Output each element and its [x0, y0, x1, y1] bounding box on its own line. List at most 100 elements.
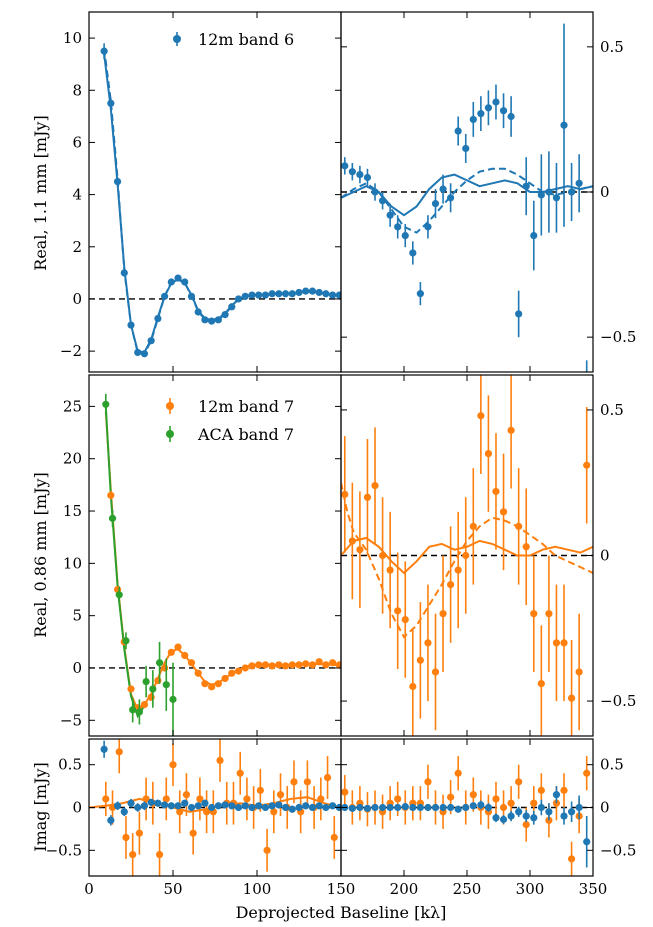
data-point	[142, 677, 150, 686]
data-point	[371, 803, 379, 812]
data-point	[161, 664, 169, 672]
legend-band6: 12m band 6	[173, 30, 294, 49]
data-point	[275, 661, 283, 669]
x-tick-label: 350	[579, 880, 608, 898]
data-point	[575, 179, 583, 187]
data-point	[290, 778, 298, 786]
data-point	[371, 188, 379, 196]
data-point	[477, 412, 485, 420]
data-point	[194, 802, 202, 810]
data-point	[469, 791, 477, 799]
data-point	[522, 821, 530, 829]
data-point	[537, 191, 545, 199]
data-point	[394, 795, 402, 803]
data-point	[329, 659, 337, 667]
data-point	[161, 801, 169, 809]
legend-label-aca-band7: ACA band 7	[197, 425, 294, 444]
y-tick-label: 0	[72, 659, 82, 677]
data-point	[462, 144, 470, 153]
data-point	[431, 200, 440, 208]
data-point	[113, 177, 122, 186]
series-12m-band-7	[341, 375, 591, 736]
data-point	[268, 662, 276, 670]
data-point	[255, 661, 263, 669]
y-tick-label: 2	[72, 238, 82, 256]
data-point	[416, 803, 424, 812]
data-point	[329, 802, 337, 810]
data-point	[308, 287, 317, 295]
data-point	[530, 231, 538, 240]
data-point	[322, 803, 330, 812]
data-point	[552, 194, 561, 202]
data-point	[424, 803, 432, 812]
data-point	[560, 121, 568, 129]
x-tick-label: 50	[163, 880, 182, 898]
data-point	[537, 679, 545, 688]
y-tick-label: −5	[60, 711, 82, 729]
data-point	[241, 292, 249, 300]
y-tick-label: 0.5	[600, 38, 624, 56]
data-point	[348, 804, 356, 812]
data-point	[447, 803, 455, 812]
data-point	[127, 799, 135, 807]
data-point	[545, 188, 553, 196]
data-point	[214, 316, 222, 324]
data-point	[295, 661, 303, 669]
data-point	[323, 773, 332, 782]
data-point	[335, 291, 341, 299]
data-point	[169, 761, 177, 769]
data-point	[394, 223, 402, 231]
data-point	[129, 706, 137, 714]
y-tick-label: 5	[72, 607, 82, 625]
data-point	[439, 803, 447, 812]
data-point	[341, 788, 349, 796]
data-point	[155, 850, 164, 859]
data-point	[315, 802, 323, 810]
data-point	[363, 173, 372, 182]
data-point	[583, 838, 591, 846]
x-tick-label: 250	[453, 880, 482, 898]
data-point	[234, 667, 243, 675]
data-point	[174, 643, 182, 651]
y-tick-label: 4	[72, 186, 82, 204]
data-point	[228, 669, 236, 677]
y-tick-label: 0	[72, 799, 82, 817]
series-12m-band-7	[341, 756, 591, 876]
data-point	[214, 680, 222, 688]
data-point	[134, 348, 142, 357]
data-point	[120, 808, 128, 816]
data-point	[122, 637, 130, 645]
data-point	[261, 803, 269, 812]
data-point	[424, 223, 432, 231]
x-tick-label: 150	[327, 880, 356, 898]
data-point	[187, 803, 196, 812]
y-tick-label: 20	[63, 450, 82, 468]
data-point	[552, 639, 561, 647]
data-point	[575, 803, 583, 812]
data-point	[530, 799, 538, 807]
data-point	[499, 107, 508, 115]
panel-mid_left: −5 0 5 10 15 20 25	[60, 374, 342, 737]
data-point	[454, 769, 462, 777]
data-point	[469, 115, 477, 124]
data-point	[409, 249, 417, 257]
model-solid-line	[103, 53, 341, 354]
data-point	[214, 802, 222, 810]
panel-bot_right: −0.5 0 0.5 150 200 250 300 350	[327, 738, 636, 898]
data-point	[281, 662, 290, 670]
data-point	[371, 482, 379, 490]
data-point	[208, 683, 216, 691]
data-point	[545, 808, 553, 816]
data-point	[431, 668, 440, 676]
legend-label-12m-band6: 12m band 6	[198, 30, 294, 49]
data-point	[499, 815, 508, 824]
panel-top_right: −0.5 0 0.5	[340, 11, 636, 393]
data-point	[439, 185, 447, 193]
data-point	[149, 685, 157, 693]
panel-bot_left: −0.5 0 0.5 0 50 100	[46, 738, 342, 898]
data-point	[348, 168, 356, 176]
data-point	[208, 317, 216, 325]
data-point	[162, 795, 170, 803]
data-point	[583, 386, 590, 393]
